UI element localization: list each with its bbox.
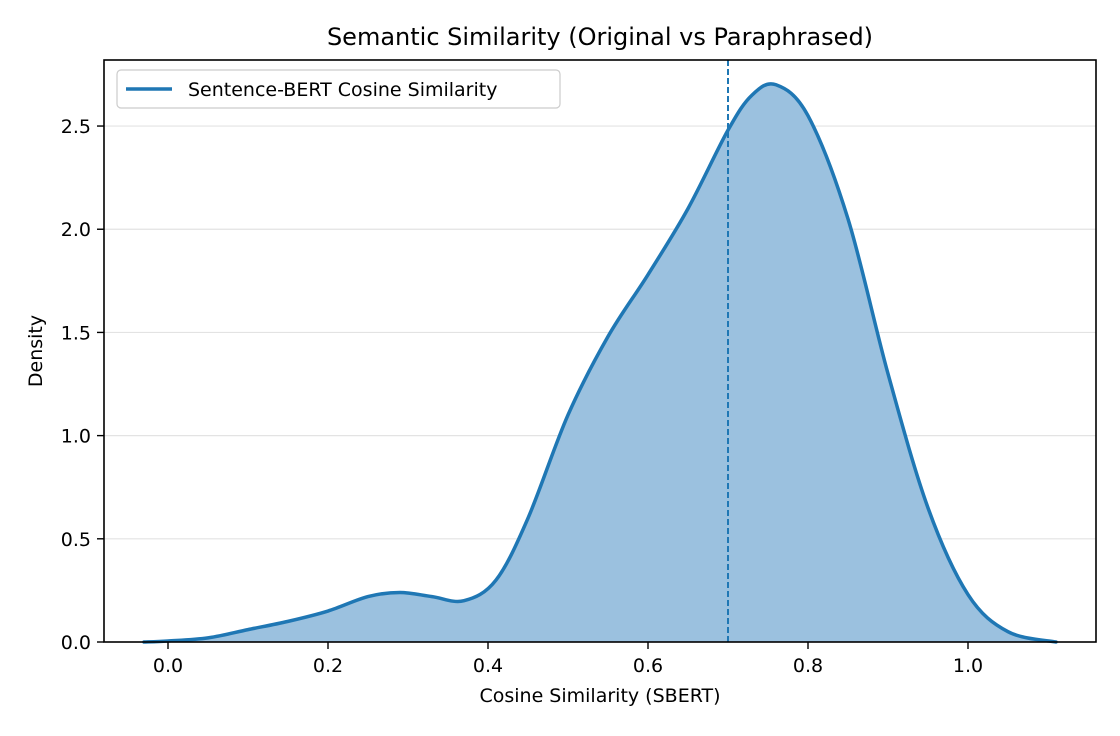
- y-tick-label: 1.5: [61, 322, 91, 344]
- x-tick-label: 0.4: [473, 655, 503, 677]
- axes-frame: [103, 59, 1097, 643]
- x-axis-label: Cosine Similarity (SBERT): [479, 685, 720, 707]
- density-fill-area: [144, 83, 1056, 642]
- y-tick-label: 1.0: [61, 426, 91, 448]
- plot-area: [142, 60, 1058, 644]
- y-tick-label: 0.0: [61, 632, 91, 654]
- x-tick-label: 0.0: [153, 655, 183, 677]
- density-curve-line: [142, 82, 1058, 644]
- y-tick-label: 2.0: [61, 219, 91, 241]
- x-tick-label: 1.0: [953, 655, 983, 677]
- y-tick-label: 2.5: [61, 116, 91, 138]
- x-tick-label: 0.8: [793, 655, 823, 677]
- chart-title: Semantic Similarity (Original vs Paraphr…: [327, 23, 873, 51]
- legend-box: [116, 69, 561, 109]
- legend: Sentence-BERT Cosine Similarity: [116, 69, 561, 109]
- y-axis-label: Density: [25, 315, 47, 387]
- y-tick-label: 0.5: [61, 529, 91, 551]
- legend-entry-label: Sentence-BERT Cosine Similarity: [188, 79, 497, 101]
- axes: 0.0 0.2 0.4 0.6 0.8 1.0 0.0 0.5 1.0 1.5 2.0 2.5: [61, 59, 1097, 677]
- x-tick-label: 0.6: [633, 655, 663, 677]
- x-tick-label: 0.2: [313, 655, 343, 677]
